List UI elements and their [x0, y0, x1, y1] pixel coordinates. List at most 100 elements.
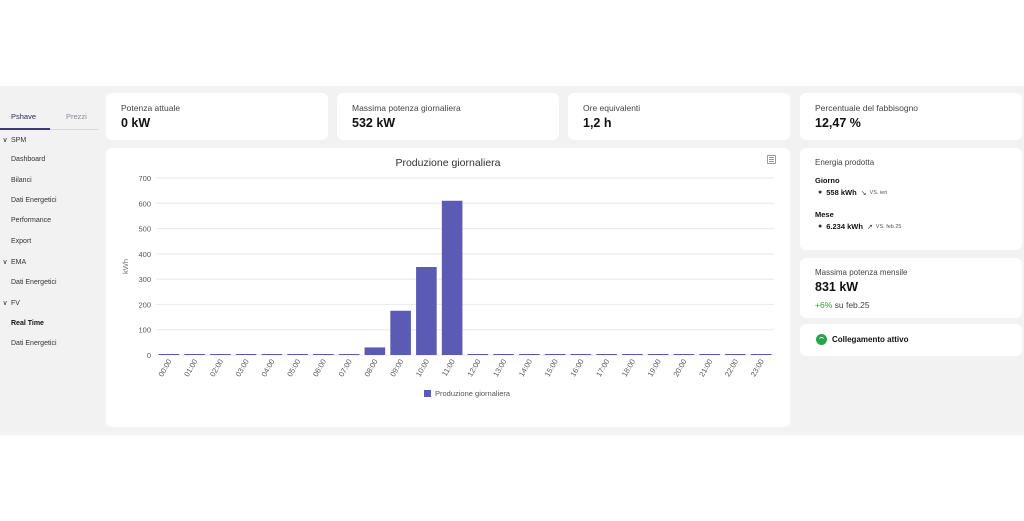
- x-tick-label: 00:00: [156, 358, 173, 379]
- delta-percent: +6%: [815, 300, 833, 310]
- chart-menu-icon[interactable]: [767, 155, 776, 164]
- x-tick-label: 19:00: [646, 358, 663, 379]
- bar: [364, 347, 386, 355]
- bar: [673, 354, 695, 355]
- x-tick-label: 09:00: [388, 358, 405, 379]
- nav-group-ema[interactable]: ∨ EMA: [0, 258, 27, 267]
- bar: [390, 310, 411, 355]
- legend-label: Produzione giornaliera: [435, 389, 511, 398]
- bar: [158, 354, 180, 355]
- x-tick-label: 10:00: [414, 358, 431, 379]
- mese-label: Mese: [815, 210, 834, 219]
- kpi-label: Potenza attuale: [121, 103, 181, 113]
- massima-mensile-value: 831 kW: [815, 280, 859, 294]
- giorno-row: ● 558 kWh ↘ VS. ieri: [818, 188, 887, 197]
- tab-prezzi[interactable]: Prezzi: [66, 112, 87, 121]
- bar: [313, 354, 334, 355]
- y-tick-label: 0: [147, 351, 151, 360]
- energia-prodotta-title: Energia prodotta: [815, 158, 875, 167]
- bar: [622, 354, 643, 355]
- bulb-icon: ●: [818, 189, 823, 196]
- sidebar-item-performance[interactable]: Performance: [11, 217, 52, 224]
- kpi-value: 0 kW: [121, 116, 151, 130]
- nav-group-fv[interactable]: ∨ FV: [0, 299, 20, 308]
- sidebar-tabs: Pshave Prezzi: [0, 108, 98, 130]
- giorno-comparison: VS. ieri: [869, 189, 888, 196]
- x-tick-label: 16:00: [568, 358, 585, 379]
- bar: [519, 354, 540, 355]
- x-tick-label: 13:00: [491, 358, 508, 379]
- trend-down-icon: ↘: [860, 189, 867, 197]
- sidebar-item-real-time[interactable]: Real Time: [11, 320, 44, 327]
- bar: [544, 354, 566, 355]
- bar: [750, 354, 772, 355]
- x-tick-label: 18:00: [620, 358, 637, 379]
- x-tick-label: 17:00: [594, 358, 611, 379]
- trend-up-icon: ↗: [866, 223, 873, 231]
- sidebar: Pshave Prezzi ∨ SPM Dashboard Bilanci Da…: [0, 86, 98, 435]
- bar: [725, 354, 746, 355]
- kpi-value: 12,47 %: [815, 116, 861, 130]
- mese-row: ● 6.234 kWh ↗ VS. feb.25: [818, 222, 901, 231]
- bar: [570, 354, 592, 355]
- sidebar-item-bilanci[interactable]: Bilanci: [11, 177, 32, 184]
- bar: [184, 354, 205, 355]
- x-tick-label: 02:00: [208, 358, 225, 379]
- giorno-label: Giorno: [815, 176, 840, 185]
- sidebar-item-dashboard[interactable]: Dashboard: [11, 156, 46, 163]
- sidebar-item-export[interactable]: Export: [11, 238, 32, 245]
- delta-suffix: su feb.25: [834, 300, 870, 310]
- sidebar-item-dati-energetici[interactable]: Dati Energetici: [11, 197, 57, 204]
- wifi-icon: [816, 334, 827, 345]
- kpi-card-ore-equivalenti: Ore equivalenti 1,2 h: [568, 93, 790, 140]
- bar: [210, 354, 231, 355]
- bar: [441, 200, 463, 355]
- energia-prodotta-card: Energia prodotta Giorno ● 558 kWh ↘ VS. …: [800, 148, 1022, 250]
- kpi-label: Ore equivalenti: [583, 103, 641, 113]
- x-tick-label: 11:00: [440, 358, 457, 378]
- sidebar-item-fv-dati-energetici[interactable]: Dati Energetici: [11, 340, 57, 347]
- nav-group-label: FV: [11, 299, 20, 307]
- x-tick-label: 12:00: [465, 358, 482, 379]
- x-tick-label: 20:00: [671, 358, 688, 379]
- kpi-card-percentuale-fabbisogno: Percentuale del fabbisogno 12,47 %: [800, 93, 1022, 140]
- bar: [416, 267, 437, 355]
- nav-group-label: SPM: [11, 136, 27, 144]
- chevron-down-icon: ∨: [2, 137, 8, 144]
- bar: [647, 354, 669, 355]
- mese-value: 6.234 kWh: [826, 222, 863, 231]
- giorno-value: 558 kWh: [826, 188, 857, 197]
- kpi-label: Massima potenza giornaliera: [352, 103, 461, 113]
- bar: [467, 354, 489, 355]
- chevron-down-icon: ∨: [2, 300, 8, 307]
- y-tick-label: 700: [138, 174, 151, 183]
- bar: [235, 354, 257, 355]
- y-axis-label: kWh: [121, 259, 130, 274]
- chart-card: Produzione giornaliera 0 100 200 300 400 500 6…: [106, 148, 790, 427]
- y-tick-label: 300: [138, 275, 151, 284]
- mese-comparison: VS. feb.25: [875, 223, 902, 230]
- nav-group-spm[interactable]: ∨ SPM: [0, 136, 27, 145]
- active-tab-indicator: [0, 128, 50, 130]
- bar: [287, 354, 308, 355]
- bar: [596, 354, 617, 355]
- bar: [699, 354, 720, 355]
- x-tick-label: 06:00: [311, 358, 328, 379]
- x-tick-label: 05:00: [285, 358, 302, 379]
- x-tick-label: 03:00: [234, 358, 251, 379]
- massima-mensile-label: Massima potenza mensile: [815, 268, 908, 277]
- tab-pshave[interactable]: Pshave: [11, 112, 37, 121]
- bar: [261, 354, 283, 355]
- bulb-icon: ●: [818, 223, 823, 230]
- y-tick-label: 400: [138, 250, 151, 259]
- app-background: Pshave Prezzi ∨ SPM Dashboard Bilanci Da…: [0, 86, 1024, 435]
- y-tick-label: 200: [138, 300, 151, 309]
- legend-swatch: [424, 390, 431, 397]
- x-tick-label: 14:00: [517, 358, 534, 379]
- bar: [338, 354, 360, 355]
- connection-status-card: Collegamento attivo: [800, 324, 1022, 356]
- sidebar-item-ema-dati-energetici[interactable]: Dati Energetici: [11, 279, 57, 286]
- nav-group-label: EMA: [11, 258, 27, 266]
- x-tick-label: 01:00: [182, 358, 199, 379]
- massima-potenza-mensile-card: Massima potenza mensile 831 kW +6% su fe…: [800, 258, 1022, 318]
